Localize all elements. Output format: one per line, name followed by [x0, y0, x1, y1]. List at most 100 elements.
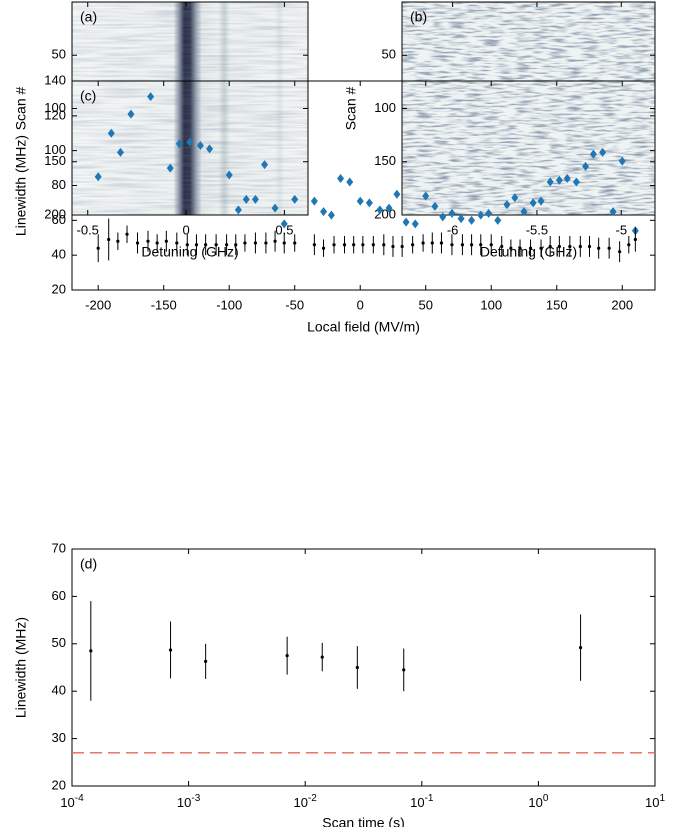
diamond-marker	[225, 170, 233, 180]
dot-marker	[548, 244, 552, 249]
dot-marker	[253, 241, 258, 245]
x-tick-label: 101	[645, 793, 665, 811]
heatmap-texture	[402, 2, 655, 215]
x-tick-label: 0	[357, 297, 364, 312]
dot-marker	[116, 239, 120, 243]
diamond-marker	[261, 160, 269, 170]
dot-marker	[146, 239, 150, 243]
dot-marker	[342, 243, 347, 247]
dot-marker	[633, 237, 637, 242]
diamond-marker	[485, 208, 493, 218]
x-tick-label: 200	[611, 297, 633, 312]
plot-frame	[71, 548, 656, 787]
y-tick-label: 140	[44, 72, 66, 87]
diamond-marker	[346, 177, 354, 187]
diamond-marker	[503, 200, 511, 210]
dot-marker	[89, 649, 93, 653]
diamond-marker	[186, 137, 194, 147]
diamond-marker	[555, 175, 563, 185]
y-tick-label: 150	[374, 153, 396, 168]
y-tick-label: 80	[52, 177, 66, 192]
diamond-marker	[291, 194, 299, 204]
diamond-marker	[251, 194, 259, 204]
diamond-marker	[376, 205, 384, 215]
dot-marker	[204, 659, 208, 663]
x-tick-label: -50	[285, 297, 304, 312]
diamond-marker	[468, 215, 476, 225]
x-tick-label: -200	[85, 297, 111, 312]
dot-marker	[400, 244, 404, 249]
dot-marker	[597, 246, 601, 250]
x-tick-label: 0.5	[275, 222, 293, 237]
diamond-marker	[431, 201, 439, 211]
y-axis-label: Scan #	[13, 86, 29, 130]
x-tick-label: 150	[546, 297, 568, 312]
dot-marker	[371, 243, 375, 247]
diamond-marker	[457, 214, 465, 224]
dot-marker	[273, 239, 277, 243]
dot-marker	[618, 250, 622, 254]
heatmap-texture	[72, 2, 308, 215]
dot-marker	[332, 243, 336, 247]
diamond-marker	[166, 163, 174, 173]
diamond-marker	[422, 191, 430, 201]
dot-marker	[194, 243, 199, 247]
dot-marker	[352, 243, 356, 247]
y-tick-label: 150	[44, 153, 66, 168]
panel-label: (c)	[80, 88, 96, 104]
y-tick-label: 100	[374, 100, 396, 115]
diamond-marker	[599, 147, 607, 157]
diamond-marker	[589, 149, 597, 159]
x-tick-exponent: 1	[659, 793, 665, 804]
dot-marker	[391, 244, 395, 249]
dot-marker	[185, 243, 189, 247]
diamond-marker	[385, 203, 393, 213]
diamond-marker	[572, 177, 580, 187]
x-tick-label: 100	[528, 793, 548, 811]
x-tick-base: 10	[410, 795, 424, 810]
dot-marker	[293, 241, 297, 245]
x-tick-exponent: 0	[543, 793, 549, 804]
x-tick-label: -100	[216, 297, 242, 312]
dot-marker	[430, 241, 434, 245]
diamond-marker	[546, 177, 554, 187]
dot-marker	[500, 244, 504, 249]
dot-marker	[264, 241, 268, 245]
x-tick-base: 10	[294, 795, 308, 810]
diamond-marker	[116, 147, 124, 157]
diamond-marker	[563, 174, 571, 184]
dot-marker	[578, 645, 583, 650]
dot-marker	[479, 243, 483, 247]
dot-marker	[285, 654, 289, 658]
dot-marker	[320, 655, 324, 659]
diamond-marker	[511, 193, 519, 203]
dot-marker	[627, 243, 631, 247]
x-tick-label: 10-1	[410, 793, 434, 811]
x-axis-label: Scan time (s)	[322, 815, 404, 827]
y-tick-label: 100	[44, 100, 66, 115]
dot-marker	[509, 246, 513, 250]
diamond-marker	[520, 207, 528, 217]
x-tick-base: 10	[645, 795, 659, 810]
dot-marker	[312, 243, 316, 247]
y-tick-label: 50	[52, 635, 66, 650]
dot-marker	[411, 243, 415, 247]
y-axis-label: Linewidth (MHz)	[13, 617, 29, 718]
diamond-marker	[582, 161, 590, 171]
dot-marker	[421, 241, 425, 245]
y-tick-label: 40	[52, 683, 66, 698]
dot-marker	[224, 243, 229, 247]
x-tick-label: 50	[418, 297, 432, 312]
dot-marker	[382, 243, 386, 247]
x-tick-base: 10	[528, 795, 542, 810]
dot-marker	[107, 237, 111, 242]
dot-marker	[355, 665, 359, 670]
y-tick-label: 20	[52, 281, 66, 296]
diamond-marker	[477, 210, 485, 220]
dot-marker	[155, 241, 159, 245]
diamond-marker	[537, 196, 545, 206]
y-tick-label: 30	[52, 730, 66, 745]
dot-marker	[164, 239, 168, 243]
panel-label: (a)	[80, 9, 97, 25]
